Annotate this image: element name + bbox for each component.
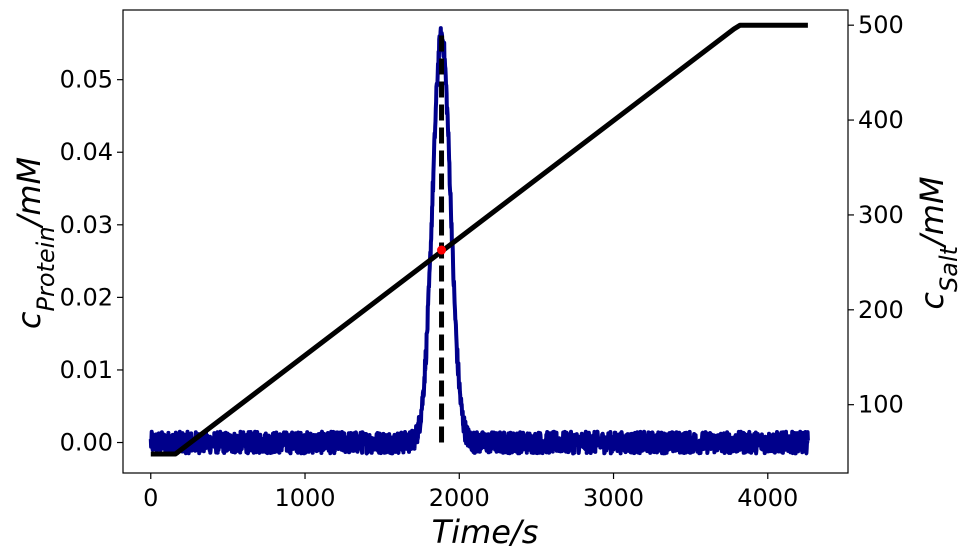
plot-frame [122,9,849,474]
y-right-tick-label: 400 [858,106,904,134]
x-axis: 0 1000 2000 3000 4000 [143,473,798,512]
x-tick-label: 4000 [737,484,798,512]
x-axis-label: Time/s [432,513,539,551]
series-salt-concentration [150,22,808,457]
y-right-label-main: c [913,292,951,310]
y-left-tick-label: 0.01 [60,356,113,384]
y-right-label-rest: /mM [913,176,951,249]
y-left-label-main: c [10,311,48,329]
x-tick-label: 3000 [583,484,644,512]
y-axis-right: 100 200 300 400 500 [848,11,904,419]
x-tick-label: 0 [143,484,158,512]
y-left-label-sub: Protein [32,226,60,311]
y-left-tick-label: 0.03 [60,211,113,239]
y-left-tick-label: 0.00 [60,429,113,457]
peak-salt-marker-point [437,245,447,255]
y-right-tick-label: 200 [858,296,904,324]
y-right-tick-label: 500 [858,11,904,39]
y-left-tick-label: 0.05 [60,66,113,94]
y-left-label-rest: /mM [10,157,48,230]
y-right-tick-label: 100 [858,391,904,419]
y-right-label-sub: Salt [935,244,960,292]
y-right-tick-label: 300 [858,201,904,229]
y-axis-right-label: cSalt/mM [913,176,960,309]
x-tick-label: 1000 [274,484,335,512]
y-left-tick-label: 0.04 [60,138,113,166]
plot-area [148,22,810,457]
y-left-tick-label: 0.02 [60,283,113,311]
x-tick-label: 2000 [429,484,490,512]
series-protein-concentration [148,26,810,456]
y-axis-left-label: cProtein/mM [10,157,60,329]
y-axis-left: 0.00 0.01 0.02 0.03 0.04 0.05 [60,66,123,457]
